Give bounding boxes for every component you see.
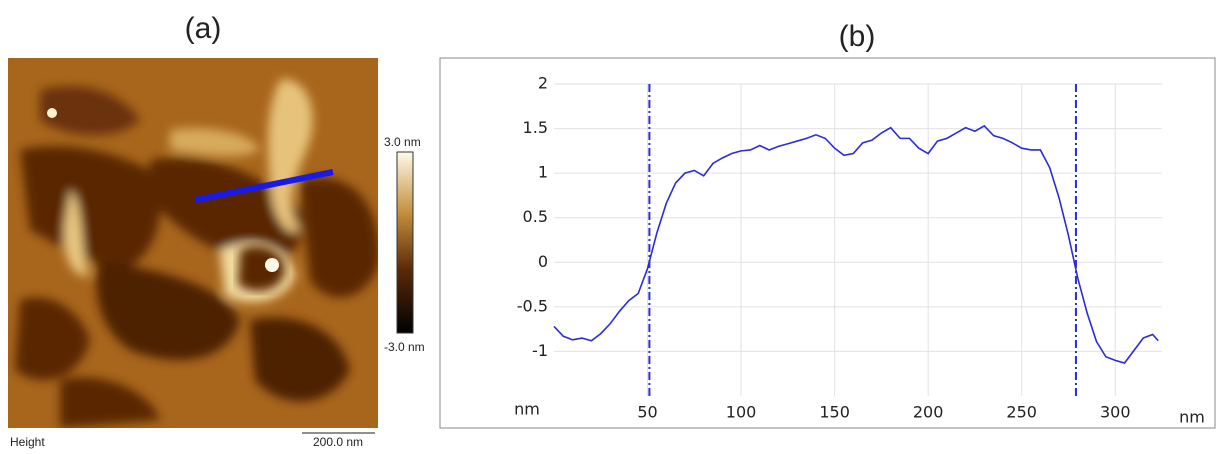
y-tick-label: -0.5	[517, 296, 548, 315]
page: {"image_panel": {"title": "(a)", "colorb…	[0, 0, 1232, 450]
y-tick-label: 1.5	[523, 118, 548, 137]
x-axis-label: nm	[1179, 408, 1205, 427]
x-tick-label: 200	[913, 403, 944, 422]
scale-bar-label: 200.0 nm	[313, 435, 363, 449]
y-tick-label: 1	[538, 163, 548, 182]
y-tick-label: -1	[532, 341, 548, 360]
y-tick-label: 0.5	[523, 207, 548, 226]
colorbar-max-label: 3.0 nm	[384, 135, 421, 149]
chart-frame	[440, 58, 1215, 428]
y-axis-label: nm	[514, 400, 540, 419]
chart-title: (b)	[839, 20, 876, 53]
x-tick-label: 150	[819, 403, 850, 422]
colorbar	[397, 152, 413, 333]
colorbar-min-label: -3.0 nm	[384, 340, 425, 354]
x-tick-label: 250	[1006, 403, 1037, 422]
afm-image	[8, 58, 380, 428]
y-tick-label: 2	[538, 74, 548, 93]
figure: (a) 3.0 nm -3.0 nm Height 200.0 nm (b) n…	[0, 0, 1232, 450]
y-tick-label: 0	[538, 252, 548, 271]
x-tick-label: 100	[726, 403, 757, 422]
data-line	[554, 126, 1158, 363]
x-tick-label: 300	[1100, 403, 1131, 422]
panel-title: (a)	[185, 12, 222, 45]
x-tick-label: 50	[637, 403, 657, 422]
channel-label: Height	[10, 435, 45, 449]
